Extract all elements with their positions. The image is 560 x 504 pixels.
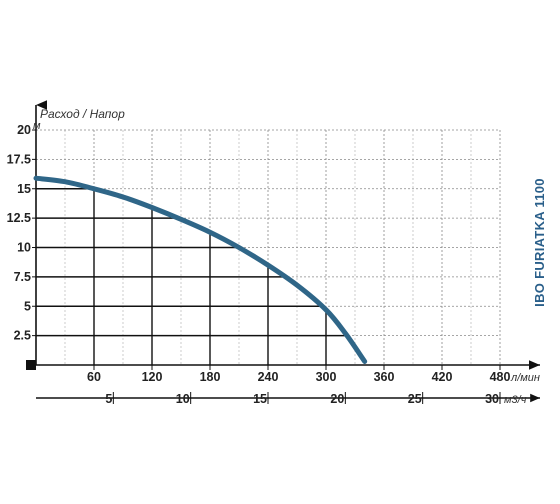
x-tick-label-60: 60 bbox=[87, 370, 101, 384]
y-tick-label-15: 15 bbox=[17, 182, 31, 196]
x-unit-label: л/мин bbox=[510, 372, 540, 384]
x2-tick-label-30: 30 bbox=[485, 392, 499, 406]
x-tick-label-180: 180 bbox=[200, 370, 221, 384]
y-tick-label-2.5: 2.5 bbox=[14, 329, 31, 343]
x-tick-label-120: 120 bbox=[142, 370, 163, 384]
x2-unit-label: м3/ч bbox=[504, 394, 527, 406]
origin-square bbox=[26, 360, 36, 370]
y-tick-label-5: 5 bbox=[24, 299, 31, 313]
y-tick-label-7.5: 7.5 bbox=[14, 270, 31, 284]
x2-tick-label-10: 10 bbox=[176, 392, 190, 406]
x-tick-label-420: 420 bbox=[432, 370, 453, 384]
chart-title: IBO FURIATKA 1100 bbox=[532, 178, 547, 307]
x-tick-label-240: 240 bbox=[258, 370, 279, 384]
x-tick-label-360: 360 bbox=[374, 370, 395, 384]
y-axis-caption: Расход / Напор bbox=[40, 107, 125, 121]
x2-tick-label-25: 25 bbox=[408, 392, 422, 406]
y-tick-label-20: 20 bbox=[17, 123, 31, 137]
y-tick-label-12.5: 12.5 bbox=[7, 211, 31, 225]
y-unit-label: м bbox=[33, 120, 41, 132]
x2-tick-label-15: 15 bbox=[253, 392, 267, 406]
x2-tick-label-5: 5 bbox=[105, 392, 112, 406]
y-tick-label-17.5: 17.5 bbox=[7, 152, 31, 166]
x-tick-label-480: 480 bbox=[490, 370, 511, 384]
pump-curve-line bbox=[33, 175, 368, 364]
y-tick-label-10: 10 bbox=[17, 241, 31, 255]
x2-tick-label-20: 20 bbox=[330, 392, 344, 406]
x-tick-label-300: 300 bbox=[316, 370, 337, 384]
